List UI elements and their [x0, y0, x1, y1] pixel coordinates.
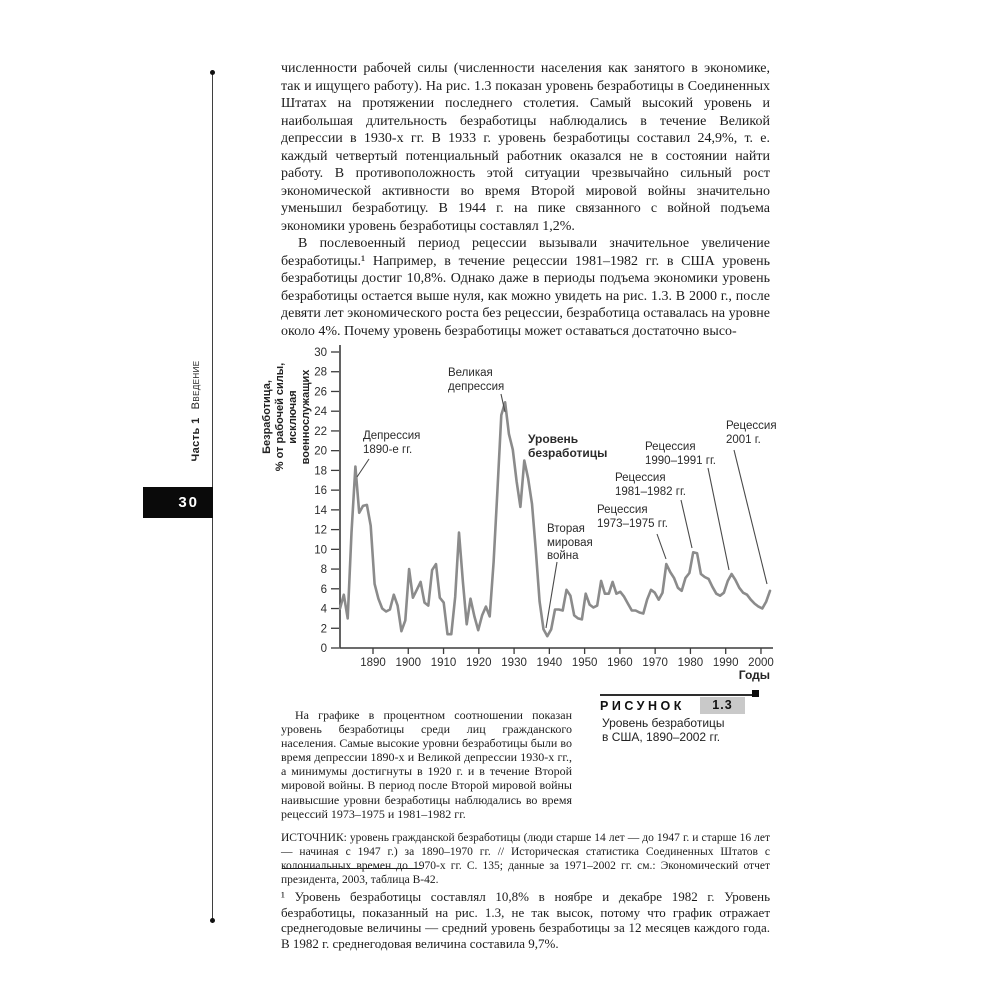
annotation-wwii: Вторая мировая война [547, 523, 593, 562]
chart-y-axis-label: Безработица, % от рабочей силы, исключая… [261, 362, 312, 472]
annotation-recession-1973-1975: Рецессия 1973–1975 гг. [597, 504, 668, 530]
svg-text:1940: 1940 [537, 657, 563, 669]
svg-text:1900: 1900 [395, 657, 421, 669]
svg-text:12: 12 [314, 525, 327, 537]
svg-text:22: 22 [314, 426, 327, 438]
svg-text:18: 18 [314, 465, 327, 477]
running-head-vertical: Часть 1 Введение [190, 350, 206, 472]
body-paragraph-1: численности рабочей силы (численности на… [281, 61, 770, 234]
chart-x-axis-label: Годы [738, 668, 770, 682]
svg-text:1980: 1980 [678, 657, 704, 669]
annotation-recession-2001: Рецессия 2001 г. [726, 420, 777, 446]
footnote-separator [282, 868, 422, 869]
annotation-great-depression: Великая депрессия [448, 367, 505, 393]
svg-text:30: 30 [314, 347, 327, 359]
figure-number-badge: 1.3 [700, 697, 745, 714]
svg-text:0: 0 [321, 643, 327, 655]
figure-box-rule [600, 694, 758, 696]
page-number-tab: 30 [143, 487, 213, 518]
svg-text:1960: 1960 [607, 657, 633, 669]
annotation-recession-1981-1982: Рецессия 1981–1982 гг. [615, 472, 686, 498]
svg-text:16: 16 [314, 485, 327, 497]
svg-text:28: 28 [314, 367, 327, 379]
part-label: Часть 1 [190, 417, 202, 462]
main-text-column: численности рабочей силы (численности на… [281, 60, 770, 340]
figure-box-end-square [752, 690, 759, 697]
figure-source-note: ИСТОЧНИК: уровень гражданской безработиц… [281, 831, 770, 887]
figure-caption-text: На графике в процентном соотношении пока… [281, 708, 572, 821]
annotation-series-label: Уровень безработицы [528, 432, 608, 460]
svg-text:6: 6 [321, 584, 327, 596]
svg-text:10: 10 [314, 544, 327, 556]
svg-text:24: 24 [314, 406, 327, 418]
svg-text:1920: 1920 [466, 657, 492, 669]
svg-text:26: 26 [314, 386, 327, 398]
svg-text:1930: 1930 [501, 657, 527, 669]
figure-title: Уровень безработицы в США, 1890–2002 гг. [602, 716, 725, 744]
svg-text:14: 14 [314, 505, 327, 517]
body-paragraph-2: В послевоенный период рецессии вызывали … [281, 236, 770, 339]
figure-label: РИСУНОК [600, 699, 685, 713]
svg-text:4: 4 [321, 604, 328, 616]
svg-text:8: 8 [321, 564, 327, 576]
svg-text:1970: 1970 [642, 657, 668, 669]
rule-bottom-dot [210, 918, 215, 923]
svg-text:20: 20 [314, 446, 327, 458]
part-title: Введение [190, 360, 202, 410]
svg-text:2: 2 [321, 623, 327, 635]
svg-text:1950: 1950 [572, 657, 598, 669]
svg-text:1910: 1910 [431, 657, 457, 669]
footnote-text: ¹ Уровень безработицы составлял 10,8% в … [281, 889, 770, 951]
annotation-recession-1990-1991: Рецессия 1990–1991 гг. [645, 441, 716, 467]
annotation-depression-1890s: Депрессия 1890-е гг. [363, 430, 421, 456]
svg-text:1890: 1890 [360, 657, 386, 669]
rule-top-dot [210, 70, 215, 75]
page-number: 30 [178, 494, 199, 511]
